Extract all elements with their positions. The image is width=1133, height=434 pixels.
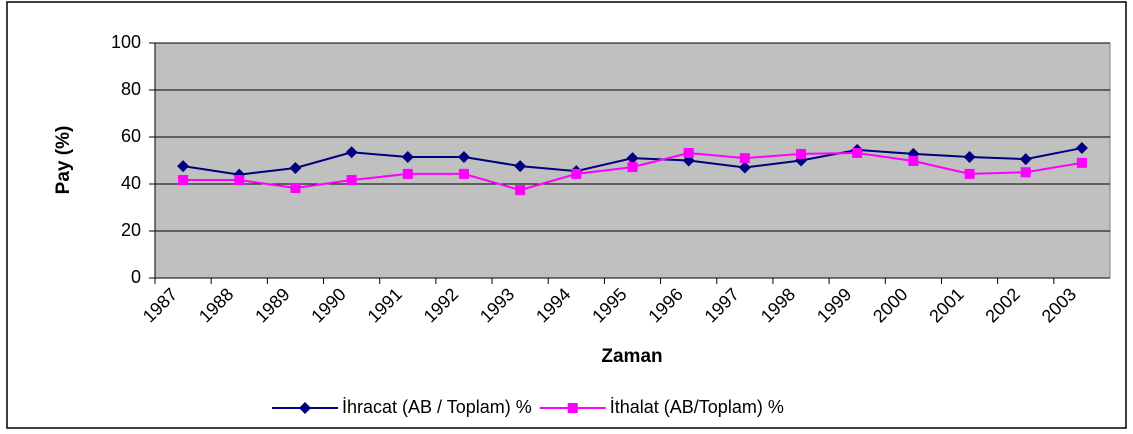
point	[457, 150, 470, 163]
point	[738, 161, 751, 174]
point	[178, 175, 189, 186]
point	[290, 182, 301, 193]
point	[345, 146, 358, 159]
y-tick-label: 40	[121, 173, 141, 193]
legend-label: İhracat (AB / Toplam) %	[342, 397, 532, 417]
point	[796, 148, 807, 159]
y-axis-title: Pay (%)	[53, 126, 74, 195]
y-tick-label: 0	[131, 267, 141, 287]
x-axis-title: Zaman	[601, 346, 662, 367]
point	[234, 175, 245, 186]
legend-label: İthalat (AB/Toplam) %	[610, 397, 784, 417]
point	[627, 162, 638, 173]
point	[739, 153, 750, 164]
point	[571, 168, 582, 179]
point	[908, 155, 919, 166]
point	[1020, 167, 1031, 178]
point	[458, 168, 469, 179]
point	[963, 150, 976, 163]
point	[1076, 157, 1087, 168]
point	[852, 147, 863, 158]
point	[964, 168, 975, 179]
point	[515, 185, 526, 196]
point	[514, 160, 527, 173]
legend-marker	[299, 402, 311, 414]
y-tick-label: 80	[121, 79, 141, 99]
point	[402, 168, 413, 179]
point	[289, 162, 302, 175]
y-tick-label: 20	[121, 220, 141, 240]
point	[346, 175, 357, 186]
point	[401, 150, 414, 163]
point	[177, 160, 190, 173]
point	[626, 152, 639, 165]
point	[683, 147, 694, 158]
point	[1075, 142, 1088, 155]
legend-marker	[567, 403, 578, 413]
point	[1019, 153, 1032, 166]
y-tick-label: 100	[111, 32, 141, 52]
y-tick-label: 60	[121, 126, 141, 146]
